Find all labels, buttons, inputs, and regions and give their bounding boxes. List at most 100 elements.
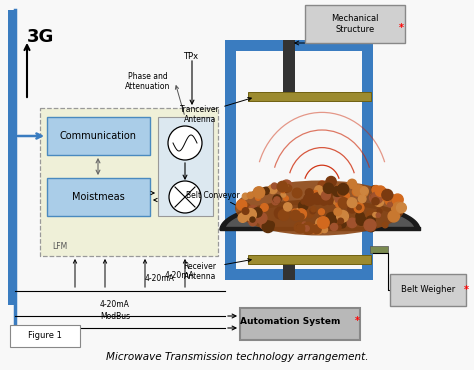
Bar (225, 40, 373, 51)
Circle shape (397, 203, 406, 213)
Circle shape (346, 198, 355, 206)
Text: ModBus: ModBus (100, 312, 130, 321)
Circle shape (358, 187, 368, 197)
Bar (10, 325, 80, 347)
Circle shape (291, 210, 301, 221)
Circle shape (388, 211, 400, 222)
Circle shape (361, 218, 366, 223)
Text: 4-20mA: 4-20mA (100, 300, 130, 309)
Circle shape (358, 195, 366, 203)
Text: Belt Weigher: Belt Weigher (401, 286, 455, 295)
Text: *: * (464, 285, 469, 295)
Circle shape (237, 200, 247, 210)
Text: Automation System: Automation System (240, 316, 340, 326)
Circle shape (392, 194, 403, 205)
Circle shape (306, 210, 314, 218)
Circle shape (241, 203, 251, 213)
Bar (225, 269, 373, 280)
Circle shape (337, 211, 348, 222)
Bar (47, 117, 150, 155)
Circle shape (347, 198, 357, 208)
Circle shape (319, 209, 324, 215)
Circle shape (371, 194, 376, 198)
Circle shape (319, 188, 326, 195)
Circle shape (303, 194, 315, 206)
Text: 4-20mA: 4-20mA (145, 274, 175, 283)
Circle shape (304, 226, 309, 231)
Circle shape (344, 193, 349, 198)
Circle shape (328, 197, 333, 202)
Circle shape (281, 182, 288, 189)
Text: Mechanical
Structure: Mechanical Structure (331, 14, 379, 34)
Circle shape (281, 192, 285, 197)
Bar (370, 246, 388, 253)
Bar (248, 92, 371, 101)
Circle shape (283, 203, 292, 211)
Circle shape (372, 186, 380, 194)
Circle shape (242, 206, 249, 214)
Circle shape (302, 222, 307, 227)
Text: TPx: TPx (183, 52, 198, 61)
Circle shape (315, 186, 323, 194)
Circle shape (274, 207, 286, 219)
Circle shape (330, 223, 337, 231)
Circle shape (366, 216, 375, 225)
Circle shape (326, 212, 338, 225)
Circle shape (275, 212, 282, 218)
Circle shape (378, 208, 382, 212)
Circle shape (237, 202, 244, 209)
Circle shape (284, 185, 292, 192)
Circle shape (302, 222, 314, 234)
Bar (8, 10, 15, 305)
Circle shape (305, 193, 313, 202)
Circle shape (372, 198, 379, 205)
Circle shape (253, 187, 264, 198)
Circle shape (262, 221, 274, 233)
Circle shape (356, 215, 366, 225)
Circle shape (320, 191, 325, 195)
Circle shape (296, 224, 305, 233)
Circle shape (311, 207, 316, 212)
Ellipse shape (235, 181, 405, 235)
Circle shape (356, 205, 361, 210)
Circle shape (250, 217, 255, 222)
Circle shape (245, 209, 256, 221)
Circle shape (382, 189, 393, 200)
Circle shape (377, 209, 382, 213)
Text: Figure 1: Figure 1 (28, 332, 62, 340)
Circle shape (335, 224, 340, 229)
Circle shape (347, 179, 356, 188)
Circle shape (359, 217, 364, 222)
Circle shape (324, 188, 329, 192)
Circle shape (311, 225, 319, 233)
Circle shape (281, 189, 285, 193)
Circle shape (334, 208, 341, 216)
Circle shape (376, 213, 380, 217)
Circle shape (338, 198, 349, 208)
Bar (225, 40, 236, 280)
Bar (248, 255, 371, 264)
Text: Phase and
Attenuation: Phase and Attenuation (125, 72, 171, 91)
Circle shape (278, 209, 289, 221)
Circle shape (375, 186, 386, 196)
Circle shape (318, 218, 328, 229)
Circle shape (242, 193, 248, 199)
Text: Belt Conveyor: Belt Conveyor (186, 192, 240, 201)
Circle shape (281, 184, 290, 192)
Circle shape (386, 200, 391, 205)
Bar (283, 258, 295, 280)
Circle shape (292, 188, 302, 198)
Circle shape (337, 184, 349, 195)
Circle shape (336, 185, 346, 195)
Circle shape (297, 225, 301, 229)
Circle shape (338, 188, 346, 196)
Circle shape (317, 221, 326, 230)
Circle shape (374, 196, 384, 206)
Bar (40, 108, 218, 256)
Circle shape (372, 186, 378, 192)
Text: Microwave Transmission technology arrangement.: Microwave Transmission technology arrang… (106, 352, 368, 362)
Circle shape (364, 219, 376, 231)
Bar (305, 5, 405, 43)
Circle shape (294, 209, 304, 218)
Circle shape (379, 189, 388, 198)
